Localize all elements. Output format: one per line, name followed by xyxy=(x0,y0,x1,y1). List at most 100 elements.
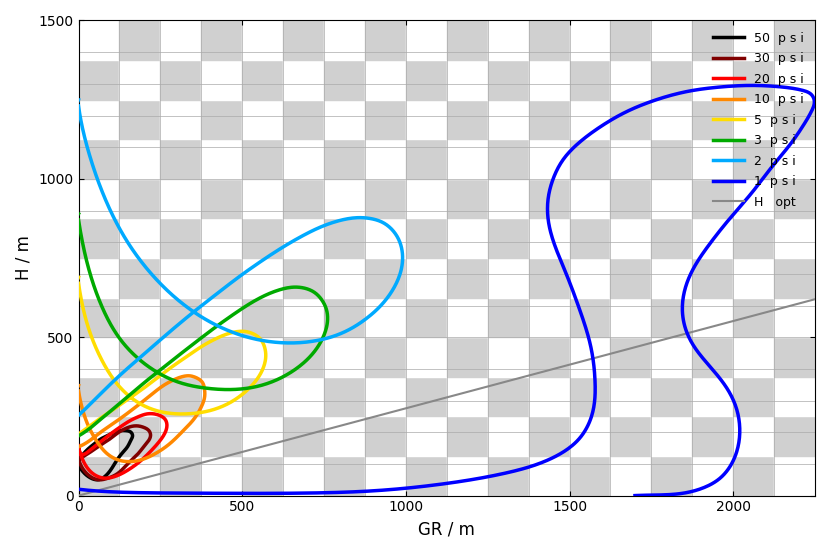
Bar xyxy=(406,20,447,60)
Bar xyxy=(529,258,569,298)
Bar xyxy=(529,20,569,60)
Bar xyxy=(692,179,733,218)
Bar xyxy=(160,100,202,139)
Bar xyxy=(324,337,365,377)
Legend: 50  p s i, 30  p s i, 20  p s i, 10  p s i, 5  p s i, 3  p s i, 2  p s i, 1  p s: 50 p s i, 30 p s i, 20 p s i, 10 p s i, … xyxy=(708,27,808,214)
Bar xyxy=(569,298,610,337)
Bar xyxy=(242,456,283,495)
Bar xyxy=(488,298,529,337)
Bar xyxy=(202,298,242,337)
Bar xyxy=(406,258,447,298)
Bar xyxy=(569,377,610,416)
Bar xyxy=(120,416,160,456)
Bar xyxy=(202,100,242,139)
Bar xyxy=(733,377,774,416)
Bar xyxy=(652,416,692,456)
Bar xyxy=(283,416,324,456)
Bar xyxy=(569,258,610,298)
Bar xyxy=(488,258,529,298)
Bar xyxy=(774,100,815,139)
Bar xyxy=(610,337,652,377)
Y-axis label: H / m: H / m xyxy=(15,236,33,280)
Bar xyxy=(652,100,692,139)
Bar xyxy=(79,60,120,100)
Bar xyxy=(242,298,283,337)
Bar xyxy=(447,258,488,298)
X-axis label: GR / m: GR / m xyxy=(418,520,476,538)
Bar xyxy=(406,139,447,179)
Bar xyxy=(202,337,242,377)
Bar xyxy=(610,298,652,337)
Bar xyxy=(733,456,774,495)
Bar xyxy=(733,20,774,60)
Bar xyxy=(652,218,692,258)
Bar xyxy=(652,139,692,179)
Bar xyxy=(610,179,652,218)
Bar xyxy=(569,218,610,258)
Bar xyxy=(160,20,202,60)
Bar xyxy=(79,139,120,179)
Bar xyxy=(610,218,652,258)
Bar xyxy=(692,416,733,456)
Bar xyxy=(692,20,733,60)
Bar xyxy=(202,179,242,218)
Bar xyxy=(733,298,774,337)
Bar xyxy=(692,456,733,495)
Bar xyxy=(774,139,815,179)
Bar xyxy=(652,258,692,298)
Bar xyxy=(283,377,324,416)
Bar xyxy=(79,337,120,377)
Bar xyxy=(774,218,815,258)
Bar xyxy=(692,218,733,258)
Bar xyxy=(79,218,120,258)
Bar xyxy=(406,218,447,258)
Bar xyxy=(447,60,488,100)
Bar xyxy=(569,456,610,495)
Bar xyxy=(488,218,529,258)
Bar xyxy=(324,298,365,337)
Bar xyxy=(529,298,569,337)
Bar xyxy=(569,179,610,218)
Bar xyxy=(365,100,406,139)
Bar xyxy=(79,179,120,218)
Bar xyxy=(365,337,406,377)
Bar xyxy=(120,60,160,100)
Bar xyxy=(447,20,488,60)
Bar xyxy=(120,337,160,377)
Bar xyxy=(324,60,365,100)
Bar xyxy=(79,100,120,139)
Bar xyxy=(160,139,202,179)
Bar xyxy=(652,456,692,495)
Bar xyxy=(692,139,733,179)
Bar xyxy=(529,139,569,179)
Bar xyxy=(242,20,283,60)
Bar xyxy=(283,139,324,179)
Bar xyxy=(406,456,447,495)
Bar xyxy=(365,416,406,456)
Bar xyxy=(202,20,242,60)
Bar xyxy=(569,139,610,179)
Bar xyxy=(488,377,529,416)
Bar xyxy=(692,258,733,298)
Bar xyxy=(160,456,202,495)
Bar xyxy=(79,298,120,337)
Bar xyxy=(774,298,815,337)
Bar xyxy=(406,298,447,337)
Bar xyxy=(283,20,324,60)
Bar xyxy=(79,377,120,416)
Bar xyxy=(283,258,324,298)
Bar xyxy=(610,377,652,416)
Bar xyxy=(774,377,815,416)
Bar xyxy=(447,377,488,416)
Bar xyxy=(160,298,202,337)
Bar xyxy=(365,258,406,298)
Bar xyxy=(406,377,447,416)
Bar xyxy=(160,218,202,258)
Bar xyxy=(406,416,447,456)
Bar xyxy=(610,258,652,298)
Bar xyxy=(529,100,569,139)
Bar xyxy=(488,20,529,60)
Bar xyxy=(774,337,815,377)
Bar xyxy=(160,60,202,100)
Bar xyxy=(529,179,569,218)
